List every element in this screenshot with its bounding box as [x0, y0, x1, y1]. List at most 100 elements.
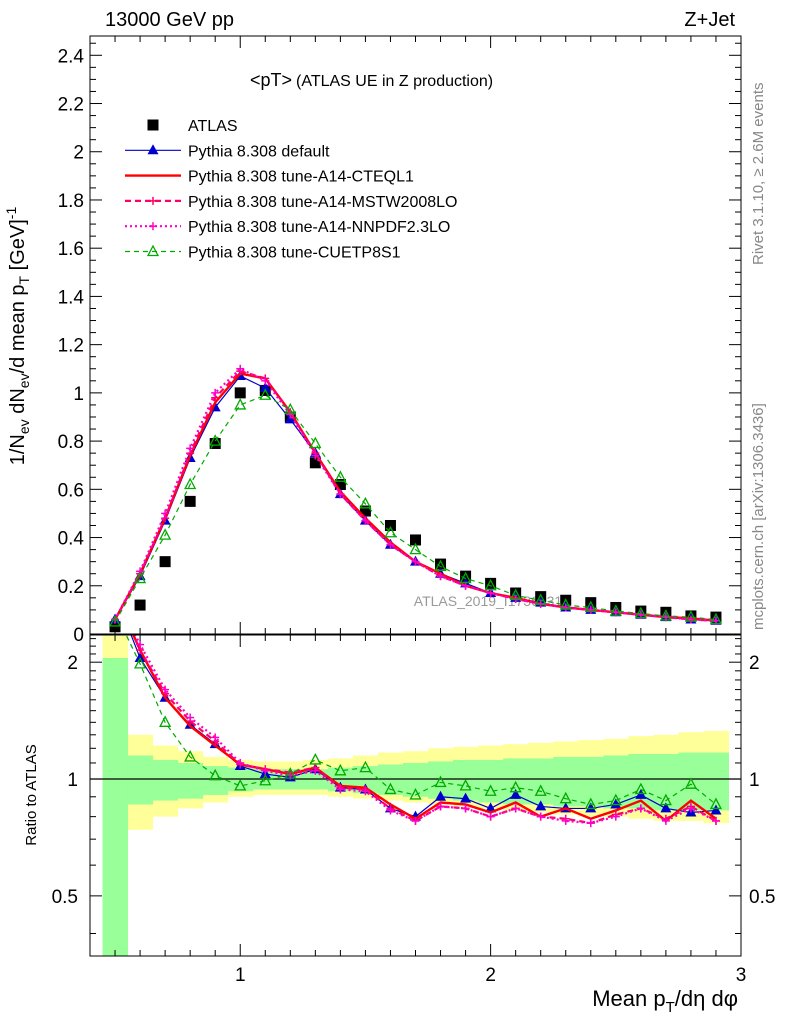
main-plot-panel: ATLAS_2019_I1736531 00.20.40.60.811.21.4…	[3, 35, 742, 646]
ratio-point	[184, 750, 197, 762]
ratio-point	[585, 802, 597, 813]
ratio-point	[559, 791, 572, 804]
data-point	[384, 525, 397, 538]
data-point	[459, 571, 472, 584]
legend-marker	[147, 119, 159, 131]
data-point	[584, 600, 597, 613]
ratio-y-tick-label-right: 1	[749, 770, 760, 791]
series-1	[109, 369, 722, 625]
ratio-plot-panel: 0.5 0.5 1 1 2 2 1 2 3 Ratio to ATLAS	[23, 634, 775, 986]
ratio-point	[434, 775, 447, 788]
ratio-point	[459, 779, 472, 791]
ratio-point	[535, 800, 547, 811]
data-point	[309, 436, 322, 449]
y-tick-label: 1.8	[58, 191, 84, 212]
ratio-point	[610, 798, 622, 809]
legend-entry: ATLAS	[147, 118, 238, 135]
ratio-point	[334, 763, 347, 776]
data-point	[409, 542, 422, 555]
ratio-point	[259, 773, 272, 786]
ratio-point	[234, 779, 247, 791]
data-point	[284, 402, 297, 415]
band-bin	[377, 764, 404, 795]
ratio-y-tick-label-right: 0.5	[749, 887, 775, 908]
ratio-point	[359, 760, 372, 773]
series-line	[114, 369, 717, 622]
data-point	[184, 477, 197, 490]
y-tick-label: 1.4	[58, 287, 85, 308]
series-4	[111, 364, 720, 625]
ratio-point	[309, 753, 322, 765]
data-point	[609, 604, 622, 616]
x-tick-label: 1	[235, 965, 246, 986]
data-point	[159, 556, 171, 568]
data-point	[410, 534, 421, 546]
data-point	[209, 438, 221, 450]
data-point	[359, 505, 371, 517]
band-bin	[102, 658, 129, 956]
band-bin	[478, 759, 504, 803]
series-line	[114, 367, 717, 622]
ratio-point	[534, 784, 547, 796]
ratio-point	[510, 788, 522, 799]
ratio-point	[159, 715, 172, 727]
ratio-point	[634, 782, 647, 795]
legend-label: Pythia 8.308 tune-A14-NNPDF2.3LO	[188, 219, 450, 236]
data-point	[709, 612, 723, 625]
ratio-point	[460, 792, 472, 803]
legend-label: ATLAS	[188, 118, 238, 135]
data-point	[659, 609, 672, 621]
ratio-y-tick-label: 2	[67, 653, 78, 674]
ratio-point	[409, 788, 422, 800]
x-tick-label: 3	[736, 965, 747, 986]
ratio-point	[485, 802, 497, 813]
ratio-point	[584, 797, 597, 810]
data-point	[434, 559, 447, 572]
y-tick-label: 1.2	[58, 336, 84, 357]
ratio-line	[125, 635, 717, 806]
y-tick-label: 2	[73, 143, 84, 164]
data-point	[334, 479, 346, 490]
legend: ATLAS Pythia 8.308 default Pythia 8.308 tu…	[125, 118, 457, 262]
y-tick-label: 1.6	[58, 239, 84, 260]
y-tick-label: 0	[73, 625, 84, 646]
legend-marker	[147, 144, 159, 155]
plot-subtitle: (ATLAS UE in Z production)	[296, 73, 493, 90]
ratio-point	[684, 777, 697, 789]
y-tick-label: 0.4	[58, 529, 85, 550]
y-tick-label: 0.2	[58, 577, 84, 598]
legend-label: Pythia 8.308 tune-A14-CTEQL1	[188, 169, 414, 186]
ratio-series-3	[134, 635, 720, 828]
band-bin	[127, 755, 154, 805]
band-bin	[402, 762, 429, 797]
ratio-point	[609, 793, 622, 806]
header-left-label: 13000 GeV pp	[105, 9, 234, 31]
data-point	[108, 615, 122, 627]
series-5	[108, 388, 723, 627]
data-point	[134, 571, 147, 584]
data-point	[109, 621, 121, 633]
data-point	[334, 470, 347, 482]
data-point	[259, 382, 271, 393]
ratio-y-tick-label-right: 2	[749, 653, 760, 674]
band-bin	[528, 758, 554, 805]
data-point	[684, 610, 697, 622]
data-point	[159, 528, 172, 540]
data-point	[309, 457, 321, 469]
ratio-series-4	[125, 635, 723, 810]
y-tick-label: 1	[73, 384, 84, 405]
series-2	[113, 372, 717, 622]
y-tick-label: 0.6	[58, 480, 84, 501]
band-bin	[152, 759, 179, 801]
ratio-y-axis-label: Ratio to ATLAS	[23, 744, 40, 845]
legend-marker	[146, 244, 160, 257]
legend-entry: Pythia 8.308 tune-A14-NNPDF2.3LO	[125, 219, 450, 236]
rivet-info-label: Rivet 3.1.10, ≥ 2.6M events	[750, 83, 767, 266]
ratio-point	[484, 784, 497, 796]
data-point	[259, 388, 272, 400]
ratio-point	[284, 767, 297, 779]
series-3	[111, 367, 720, 625]
data-point	[534, 593, 547, 605]
data-point	[634, 606, 647, 619]
